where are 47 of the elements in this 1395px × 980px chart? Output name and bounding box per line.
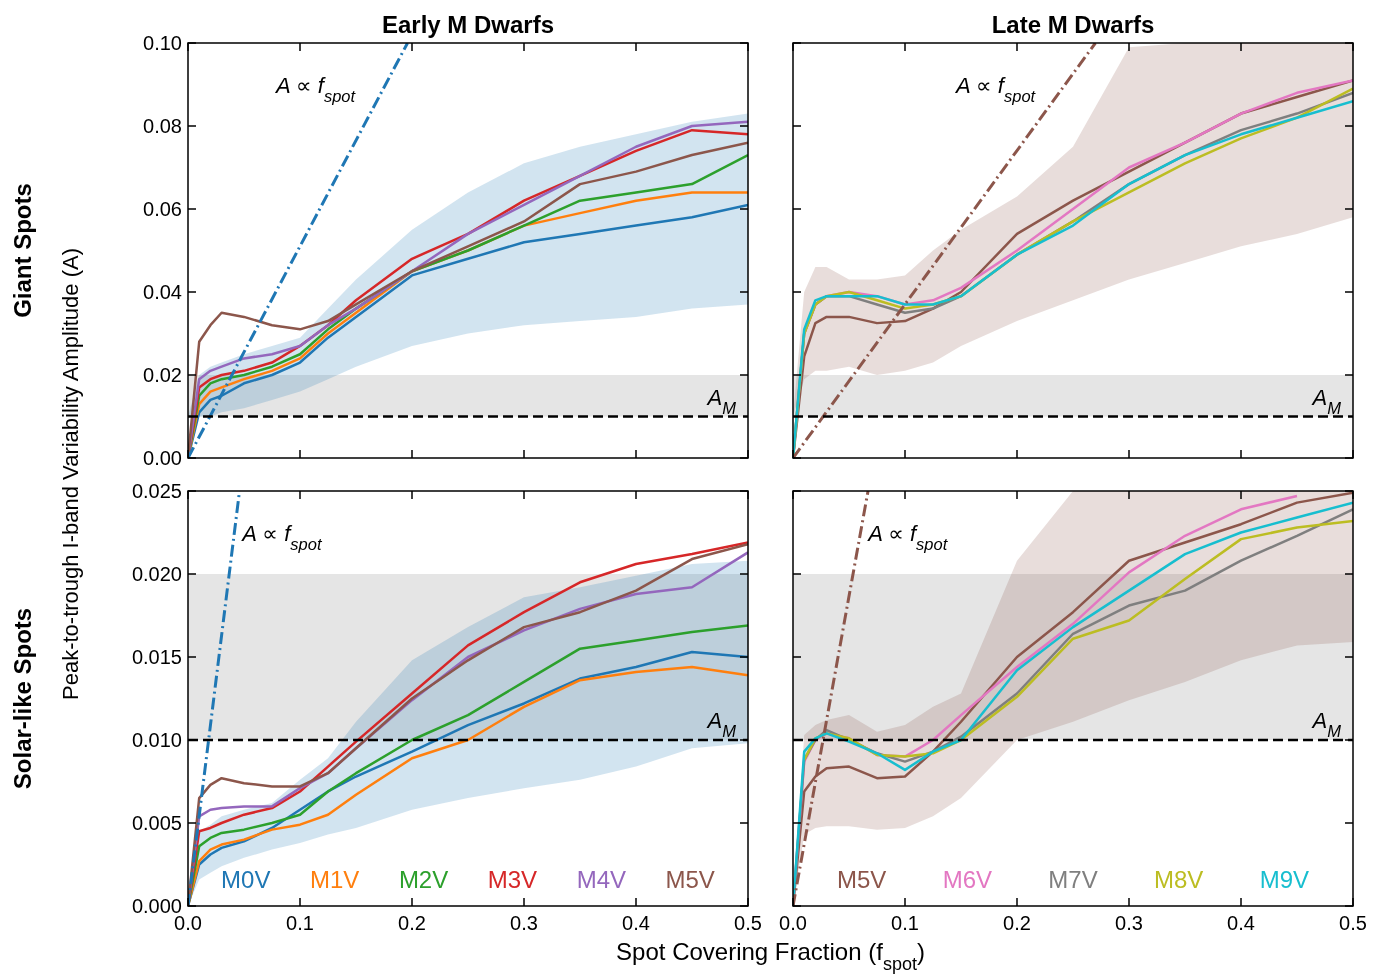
series-label: M5V bbox=[837, 866, 887, 893]
text: M7V bbox=[1048, 866, 1098, 893]
x-tick-label: 0.1 bbox=[286, 912, 314, 934]
x-axis-title: Spot Covering Fraction (f$_{spot}$) bbox=[616, 938, 925, 974]
y-tick-label: 0.005 bbox=[131, 812, 182, 834]
text: Peak-to-trough I-band Variability Amplitude (A) bbox=[58, 247, 83, 701]
y-tick-label: 0.025 bbox=[131, 480, 182, 502]
text: M9V bbox=[1259, 866, 1309, 893]
y-tick-label: 0.06 bbox=[143, 198, 182, 220]
x-tick-label: 0.3 bbox=[510, 912, 538, 934]
annotation: A ∝ f$_{spot}$ bbox=[240, 520, 323, 553]
chart-title: Late M Dwarfs bbox=[991, 11, 1155, 38]
ref-line-label: A$_{M}$ bbox=[1310, 708, 1342, 740]
x-tick-label: 0.5 bbox=[1339, 912, 1367, 934]
text: M5V bbox=[665, 866, 715, 893]
text: M2V bbox=[398, 866, 449, 893]
x-tick-label: 0.3 bbox=[1115, 912, 1143, 934]
text: M3V bbox=[487, 866, 538, 893]
chart-title: Early M Dwarfs bbox=[381, 11, 555, 38]
ref-line-label: A$_{M}$ bbox=[1310, 384, 1342, 417]
ref-line-label: A$_{M}$ bbox=[705, 708, 737, 740]
x-tick-label: 0.5 bbox=[734, 912, 762, 934]
series-label: M0V bbox=[221, 866, 271, 893]
annotation: A ∝ f$_{spot}$ bbox=[954, 72, 1037, 105]
y-tick-label: 0.02 bbox=[143, 364, 182, 386]
y-tick-label: 0.10 bbox=[143, 32, 182, 54]
y-tick-label: 0.04 bbox=[143, 281, 182, 303]
x-tick-label: 0.2 bbox=[398, 912, 426, 934]
y-tick-label: 0.00 bbox=[143, 447, 182, 469]
x-tick-label: 0.0 bbox=[779, 912, 807, 934]
text: M4V bbox=[576, 866, 627, 893]
text: M8V bbox=[1153, 866, 1204, 893]
x-tick-label: 0.1 bbox=[891, 912, 919, 934]
y-tick-label: 0.010 bbox=[131, 729, 182, 751]
annotation: A ∝ f$_{spot}$ bbox=[274, 72, 357, 105]
annotation: A ∝ f$_{spot}$ bbox=[866, 520, 949, 553]
y-axis-title: Giant Spots bbox=[9, 183, 36, 318]
y-tick-label: 0.08 bbox=[143, 115, 182, 137]
y-axis-title: Solar-like Spots bbox=[9, 607, 36, 790]
ref-line-label: A$_{M}$ bbox=[705, 384, 737, 417]
series-label: M1V bbox=[309, 866, 360, 893]
y-tick-label: 0.015 bbox=[131, 646, 182, 668]
text: M6V bbox=[942, 866, 993, 893]
x-tick-label: 0.2 bbox=[1003, 912, 1031, 934]
x-tick-label: 0.4 bbox=[1227, 912, 1255, 934]
x-tick-label: 0.4 bbox=[622, 912, 650, 934]
y-tick-label: 0.020 bbox=[131, 563, 182, 585]
